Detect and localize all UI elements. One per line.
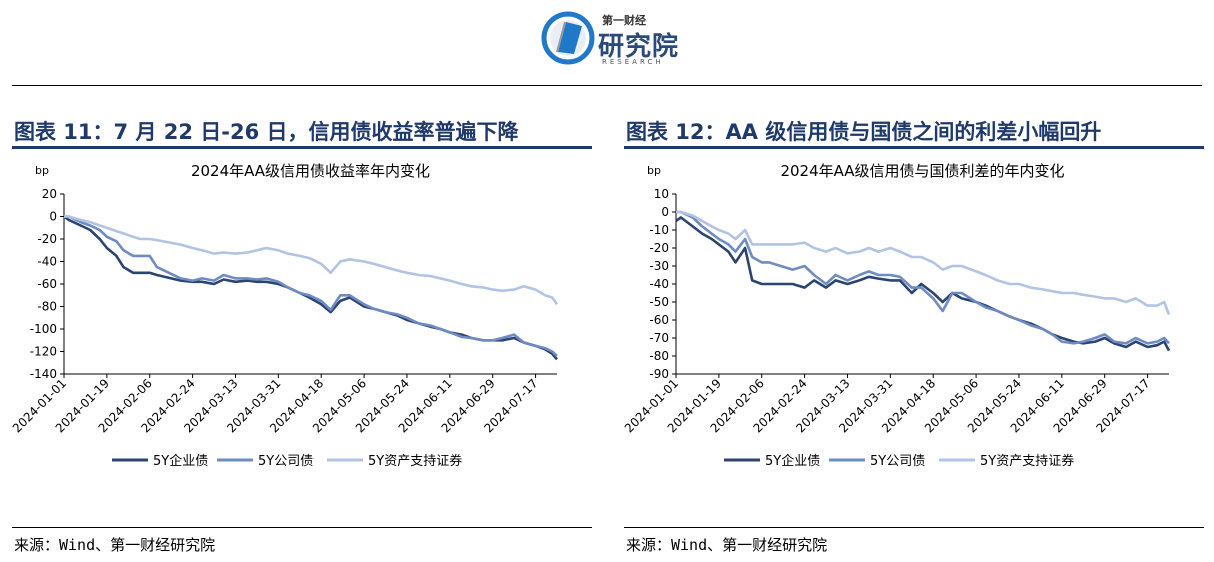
legend-label: 5Y企业债 [153,453,208,469]
figure-title: 图表 12：AA 级信用债与国债之间的利差小幅回升 [626,120,1102,144]
legend-label: 5Y资产支持证券 [368,453,462,469]
y-tick-label: -140 [30,367,57,381]
title-rule [624,146,1204,149]
series-line-3 [64,215,559,306]
y-tick-label: 0 [49,210,57,224]
y-tick-label: -60 [37,277,57,291]
figure-source: 来源：Wind、第一财经研究院 [626,536,828,554]
y-tick-label: -70 [649,331,669,345]
logo-text-top: 第一财经 [602,14,646,27]
logo-text-main: 研究院 [598,32,680,62]
y-tick-label: 0 [661,205,669,219]
y-tick-label: -20 [649,241,669,255]
y-tick-label: -50 [649,295,669,309]
y-tick-label: 10 [654,187,669,201]
header-divider [12,85,1202,86]
line-chart-spread: 2024年AA级信用债与国债利差的年内变化 bp 10 0 -10 -20 -30 -40 -5… [624,162,1171,469]
y-tick-label: 20 [42,187,57,201]
y-tick-label: -90 [649,367,669,381]
figure-title: 图表 11：7 月 22 日-26 日，信用债收益率普遍下降 [14,120,519,144]
title-rule [12,146,592,149]
legend-label: 5Y资产支持证券 [980,453,1074,469]
figure-source: 来源：Wind、第一财经研究院 [14,536,216,554]
y-tick-label: -100 [30,322,57,336]
y-tick-label: -120 [30,345,57,359]
legend-label: 5Y公司债 [870,454,925,469]
logo-mark-icon [541,11,595,65]
report-header: 第一财经 研究院 RESEARCH [0,0,1214,88]
y-axis-unit: bp [35,164,49,177]
figure-panel-11: 图表 11：7 月 22 日-26 日，信用债收益率普遍下降 2024年AA级信… [12,112,594,562]
y-tick-label: -80 [37,300,57,314]
series-line-3 [676,210,1171,316]
y-tick-label: -10 [649,223,669,237]
y-tick-label: -40 [37,255,57,269]
source-rule [624,527,1204,528]
y-tick-label: -80 [649,349,669,363]
line-chart-yield: 2024年AA级信用债收益率年内变化 bp 20 0 -20 -40 -60 -80 -100 -… [12,162,559,469]
y-tick-label: -40 [649,277,669,291]
figure-panel-12: 图表 12：AA 级信用债与国债之间的利差小幅回升 2024年AA级信用债与国债… [624,112,1206,562]
y-tick-label: -60 [649,313,669,327]
logo-text-sub: RESEARCH [602,58,664,66]
series-line-2 [64,215,558,357]
series-line-1 [675,216,1171,352]
chart-title: 2024年AA级信用债与国债利差的年内变化 [780,162,1064,180]
y-axis-unit: bp [647,164,661,177]
series-line-2 [676,210,1170,345]
source-rule [12,527,592,528]
chart-title: 2024年AA级信用债收益率年内变化 [191,162,430,180]
legend-label: 5Y公司债 [258,454,313,469]
logo: 第一财经 研究院 RESEARCH [540,8,690,68]
y-tick-label: -20 [37,232,57,246]
y-tick-label: -30 [649,259,669,273]
legend-label: 5Y企业债 [765,453,820,469]
